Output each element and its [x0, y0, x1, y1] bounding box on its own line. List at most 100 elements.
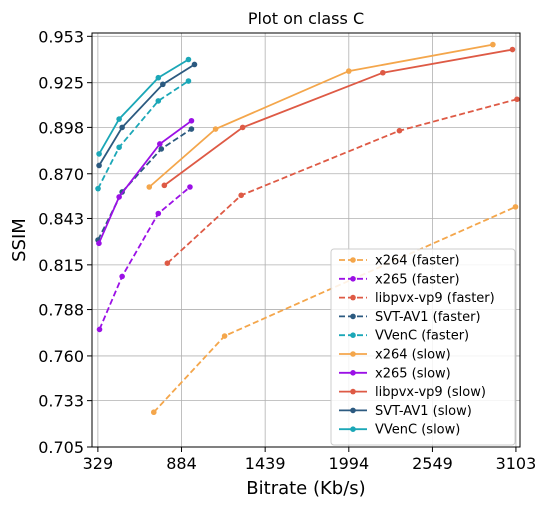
data-point: [490, 41, 496, 48]
series-line: [98, 120, 193, 244]
legend-marker: [350, 407, 356, 414]
x-tick-label: 2549: [412, 454, 453, 473]
legend-entry: SVT-AV1 (slow): [339, 404, 472, 419]
legend-label: VVenC (slow): [375, 423, 460, 438]
legend-entry: libpvx-vp9 (slow): [339, 385, 486, 400]
series-line: [97, 80, 189, 190]
series-8: [96, 61, 198, 169]
y-tick-label: 0.705: [38, 438, 84, 457]
data-point: [380, 69, 386, 76]
series-2: [164, 96, 520, 266]
legend-marker: [350, 426, 356, 433]
x-tick-label: 1994: [328, 454, 369, 473]
data-point: [116, 194, 122, 200]
data-point: [161, 182, 168, 189]
series-line: [98, 58, 189, 155]
series-line: [98, 63, 195, 166]
legend-label: x264 (faster): [375, 254, 460, 269]
legend-label: SVT-AV1 (faster): [375, 310, 481, 325]
legend-label: VVenC (faster): [375, 329, 469, 344]
chart-title: Plot on class C: [248, 9, 364, 28]
legend-entry: x265 (slow): [339, 366, 451, 381]
legend-marker: [350, 351, 356, 357]
data-point: [119, 124, 125, 131]
data-point: [146, 184, 153, 190]
legend-marker: [350, 257, 356, 263]
legend: x264 (faster) x265 (faster) libpvx-vp9 (fa…: [330, 248, 516, 446]
legend-label: libpvx-vp9 (faster): [375, 291, 495, 306]
plot-frame: [91, 32, 521, 448]
data-point: [346, 68, 352, 74]
legend-marker: [350, 294, 356, 301]
x-tick-label: 329: [83, 454, 114, 473]
x-axis-title: Bitrate (Kb/s): [246, 478, 365, 499]
series-line: [166, 98, 518, 264]
data-point: [512, 204, 519, 210]
series-line: [148, 43, 494, 188]
legend-label: x264 (slow): [375, 348, 451, 363]
series-line: [98, 186, 191, 330]
legend-entry: x264 (slow): [339, 348, 451, 363]
data-point: [116, 144, 122, 151]
ticks: 329 884 1439 1994 2549 3103 0.705 0.733 0.760 0.7…: [38, 27, 536, 473]
legend-marker: [350, 388, 356, 395]
data-point: [96, 162, 102, 169]
legend-marker: [350, 332, 356, 339]
series-4: [95, 78, 192, 192]
legend-entry: VVenC (faster): [339, 329, 469, 344]
data-point: [187, 184, 193, 190]
data-point: [155, 98, 162, 104]
legend-entry: VVenC (slow): [339, 423, 460, 438]
series-1: [96, 184, 193, 333]
data-point: [239, 124, 246, 131]
legend-box: [330, 248, 516, 446]
data-point: [185, 56, 192, 63]
y-axis-title: SSIM: [9, 218, 30, 262]
series-5: [146, 41, 496, 190]
data-point: [514, 96, 520, 103]
legend-label: SVT-AV1 (slow): [375, 404, 472, 419]
data-point: [160, 81, 166, 88]
legend-marker: [350, 276, 356, 282]
x-tick-label: 1439: [245, 454, 286, 473]
data-point: [116, 116, 122, 122]
series-6: [96, 117, 195, 247]
legend-marker: [350, 313, 356, 320]
data-point: [155, 210, 162, 217]
series-9: [96, 56, 192, 157]
data-point: [238, 192, 244, 199]
y-tick-label: 0.898: [38, 118, 84, 137]
data-point: [155, 74, 162, 81]
y-tick-label: 0.760: [38, 347, 84, 366]
y-tick-label: 0.733: [38, 392, 84, 411]
data-point: [119, 273, 125, 280]
legend-entry: SVT-AV1 (faster): [339, 310, 481, 325]
legend-entry: libpvx-vp9 (faster): [339, 291, 495, 306]
series-line: [163, 48, 513, 187]
data-point: [191, 61, 198, 68]
data-point: [188, 126, 195, 132]
data-point: [509, 46, 516, 53]
legend-entry: x264 (faster): [339, 254, 460, 269]
data-point: [96, 326, 103, 333]
legend-label: libpvx-vp9 (slow): [375, 385, 486, 400]
data-point: [95, 185, 101, 192]
series-3: [95, 126, 195, 243]
data-point: [164, 260, 171, 266]
y-tick-label: 0.925: [38, 74, 84, 93]
legend-marker: [350, 370, 356, 376]
legend-label: x265 (faster): [375, 272, 460, 287]
legend-label: x265 (slow): [375, 366, 451, 381]
y-tick-label: 0.788: [38, 301, 84, 320]
data-point: [96, 240, 102, 247]
x-tick-label: 3103: [496, 454, 537, 473]
y-tick-label: 0.843: [38, 209, 84, 228]
data-point: [96, 151, 102, 157]
data-point: [396, 127, 403, 134]
x-tick-label: 884: [166, 454, 197, 473]
series-line: [97, 128, 192, 241]
data-point: [221, 333, 228, 339]
data-point: [185, 78, 192, 84]
data-point: [188, 117, 195, 124]
